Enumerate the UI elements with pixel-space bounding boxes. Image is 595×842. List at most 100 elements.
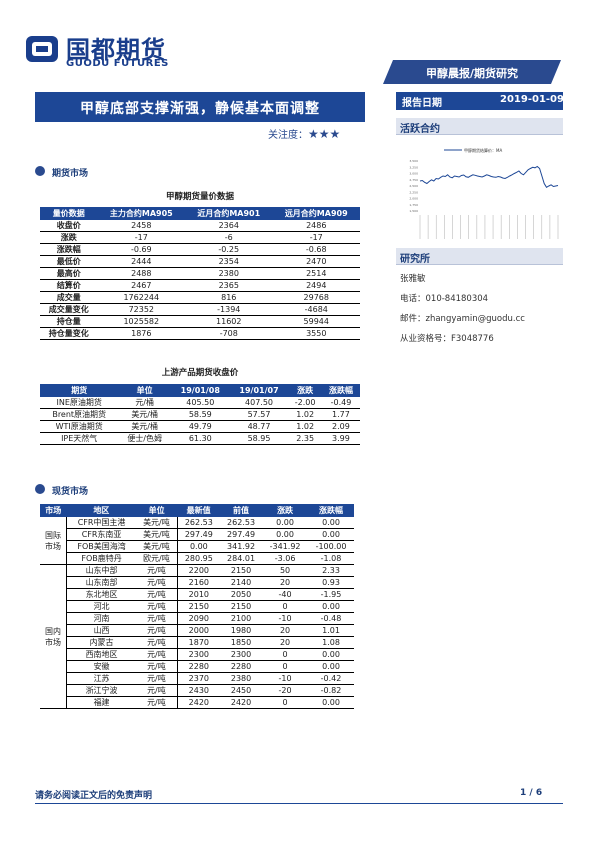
y-tick-label: 2,250 — [409, 190, 418, 194]
table-cell: 61.30 — [170, 432, 230, 445]
table-cell: 262.53 — [219, 517, 263, 529]
table-cell: 欧元/吨 — [136, 552, 178, 565]
row-label: Brent原油期货 — [40, 408, 119, 421]
table-cell: 0 — [262, 600, 309, 613]
table-cell: 2010 — [176, 588, 220, 601]
region-label: FOB美国海湾 — [66, 540, 137, 553]
region-label: FOB鹿特丹 — [66, 552, 137, 565]
table-cell: -10 — [262, 672, 309, 685]
column-header: 19/01/08 — [170, 384, 230, 397]
y-tick-label: 2,000 — [409, 197, 418, 201]
row-label: WTI原油期货 — [40, 420, 119, 433]
table-cell: 49.79 — [170, 420, 230, 433]
table-cell: 美元/吨 — [136, 528, 178, 541]
table-cell: 2444 — [97, 255, 186, 268]
table-row: 东北地区 元/吨 2010 2050 -40 -1.95 — [40, 588, 354, 601]
y-tick-label: 3,000 — [409, 172, 418, 176]
column-header: 单位 — [118, 384, 171, 397]
table-cell: -3.06 — [262, 552, 309, 565]
table-cell: 341.92 — [219, 540, 263, 553]
star-icon: ★★★ — [308, 127, 341, 141]
column-header: 19/01/07 — [229, 384, 289, 397]
table-cell: 2.33 — [308, 564, 354, 577]
region-label: CFR东南亚 — [66, 528, 137, 541]
logo-en-text: GUODU FUTURES — [66, 58, 169, 69]
row-label: IPE天然气 — [40, 432, 119, 445]
table-cell: 29768 — [272, 291, 360, 304]
futures-section-title: 期货市场 — [52, 169, 89, 179]
table-cell: 0.00 — [308, 600, 354, 613]
table-cell: 2050 — [219, 588, 263, 601]
table-cell: 2354 — [185, 255, 273, 268]
table-row: 江苏 元/吨 2370 2380 -10 -0.42 — [40, 672, 354, 685]
column-header: 涨跌幅 — [308, 504, 354, 517]
table-cell: 2370 — [176, 672, 220, 685]
region-label: CFR中国主港 — [66, 517, 137, 529]
table-cell: 元/吨 — [136, 648, 178, 661]
column-header: 量价数据 — [40, 207, 98, 220]
row-label: 涨跌幅 — [40, 243, 98, 256]
table-cell: 元/吨 — [136, 612, 178, 625]
table-cell: 58.59 — [170, 408, 230, 421]
table-cell: 2380 — [185, 267, 273, 280]
region-label: 江苏 — [66, 672, 137, 685]
table-cell: 1980 — [219, 624, 263, 637]
table-cell: -0.49 — [321, 397, 360, 409]
table-cell: 262.53 — [176, 517, 220, 529]
table-row: FOB鹿特丹 欧元/吨 280.95 284.01 -3.06 -1.08 — [40, 552, 354, 565]
table-cell: 2.09 — [321, 420, 360, 433]
table-cell: 2488 — [97, 267, 186, 280]
date-bar — [396, 92, 563, 110]
column-header: 近月合约MA901 — [185, 207, 273, 220]
table-cell: 2380 — [219, 672, 263, 685]
table-cell: 0.00 — [262, 528, 309, 541]
table-cell: -1.08 — [308, 552, 354, 565]
table-cell: 1.08 — [308, 636, 354, 649]
active-contract-header — [396, 118, 563, 135]
table-cell: -2.00 — [288, 397, 322, 409]
table-row: INE原油期货 元/桶 405.50 407.50 -2.00 -0.49 — [40, 397, 360, 409]
logo-icon — [26, 36, 58, 62]
table-cell: 2160 — [176, 576, 220, 589]
table-cell: 0.00 — [308, 528, 354, 541]
table-cell: 元/吨 — [136, 624, 178, 637]
region-label: 东北地区 — [66, 588, 137, 601]
legend-label: 甲醇期货结算价：MA — [464, 147, 502, 153]
table-row: CFR东南亚 美元/吨 297.49 297.49 0.00 0.00 — [40, 528, 354, 541]
region-label: 河北 — [66, 600, 137, 613]
table-cell: 297.49 — [219, 528, 263, 541]
table-cell: 1.02 — [288, 420, 322, 433]
table-cell: 2150 — [219, 600, 263, 613]
table-cell: 元/吨 — [136, 660, 178, 673]
table-cell: 407.50 — [229, 397, 289, 409]
table-cell: -708 — [185, 327, 273, 340]
table-row: 国内市场 山东中部 元/吨 2200 2150 50 2.33 — [40, 564, 354, 709]
table-row: 国际市场 CFR中国主港 美元/吨 262.53 262.53 0.00 0.00 — [40, 517, 354, 565]
analyst-email[interactable]: 邮件：zhangyamin@guodu.cc — [400, 314, 525, 324]
region-label: 山东中部 — [66, 564, 137, 577]
table-cell: 1850 — [219, 636, 263, 649]
table-row: 持仓量 1025582 11602 59944 — [40, 315, 360, 328]
table-cell: -6 — [185, 231, 273, 244]
table-cell: 元/吨 — [136, 600, 178, 613]
analyst-name: 张雅敏 — [400, 274, 426, 284]
disclaimer-link[interactable]: 请务必阅读正文后的免责声明 — [35, 791, 153, 801]
attention-label: 关注度： — [268, 130, 308, 141]
table-cell: 3.99 — [321, 432, 360, 445]
table-cell: -20 — [262, 684, 309, 697]
y-tick-label: 1,500 — [409, 209, 418, 213]
region-label: 山西 — [66, 624, 137, 637]
table-cell: 2150 — [176, 600, 220, 613]
table-cell: 1762244 — [97, 291, 186, 304]
table-cell: 72352 — [97, 303, 186, 316]
table-cell: 元/吨 — [136, 684, 178, 697]
row-label: 结算价 — [40, 279, 98, 292]
table-row: 西南地区 元/吨 2300 2300 0 0.00 — [40, 648, 354, 661]
table-cell: 284.01 — [219, 552, 263, 565]
table-cell: 297.49 — [176, 528, 220, 541]
table-cell: 2514 — [272, 267, 360, 280]
table-cell: 0 — [262, 696, 309, 709]
table-cell: 元/吨 — [136, 672, 178, 685]
table-cell: 2467 — [97, 279, 186, 292]
table-row: 山东南部 元/吨 2160 2140 20 0.93 — [40, 576, 354, 589]
